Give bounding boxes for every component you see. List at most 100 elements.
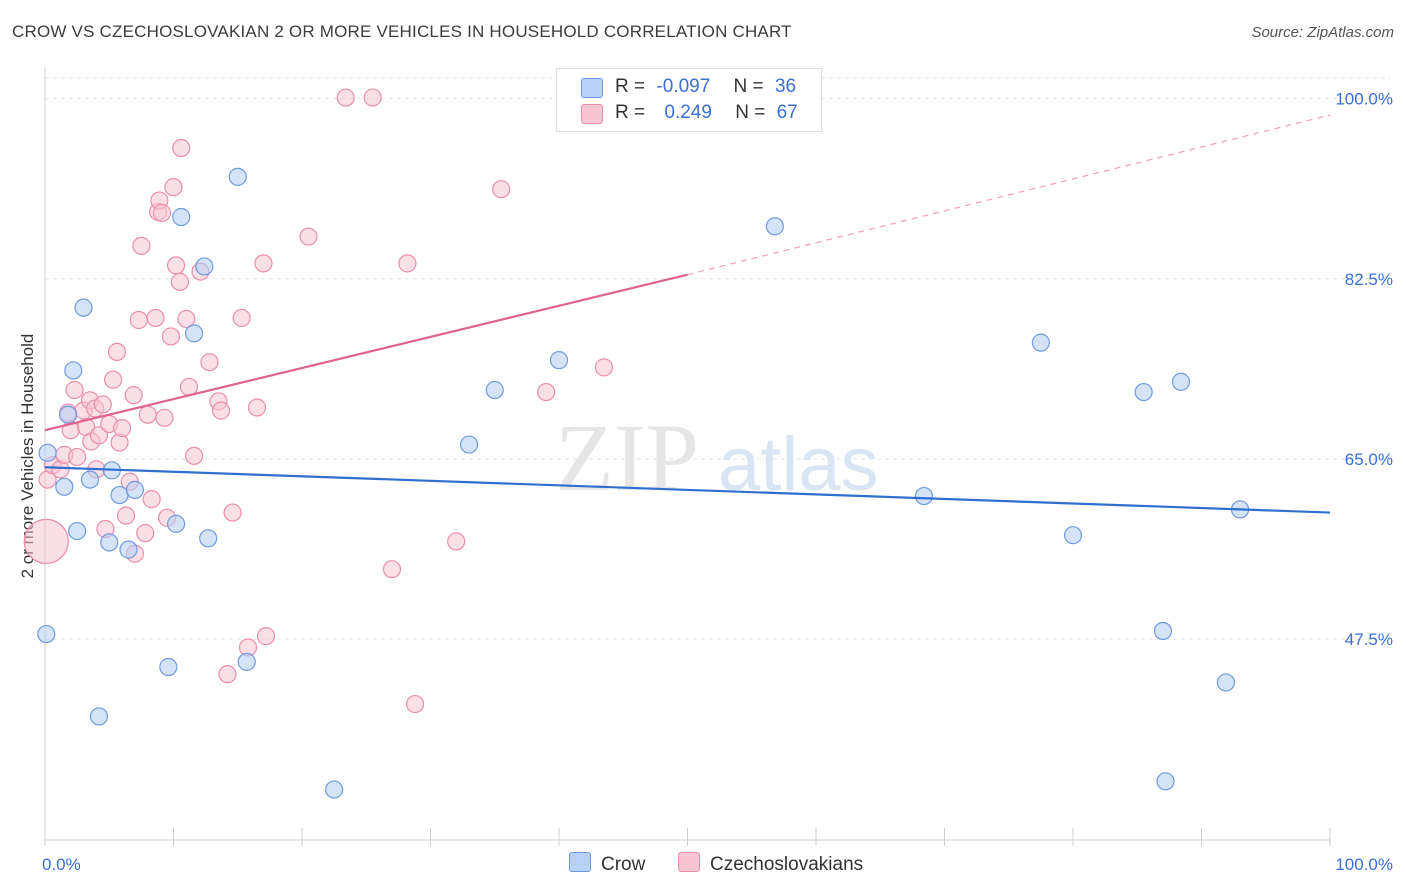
- crow-point: [68, 521, 87, 541]
- czech-point: [138, 405, 157, 424]
- crow-point: [159, 657, 178, 677]
- y-tick-label: 100.0%: [1335, 90, 1393, 109]
- czech-point: [382, 560, 402, 579]
- crow-point: [110, 485, 129, 505]
- czech-point: [492, 180, 511, 199]
- czech-point: [146, 308, 165, 328]
- crow-point: [74, 298, 93, 317]
- czech-point: [594, 358, 614, 377]
- source-label: Source: ZipAtlas.com: [1251, 24, 1394, 41]
- czech-point: [363, 88, 382, 107]
- crow-point: [1031, 333, 1050, 352]
- crow-point: [459, 435, 479, 454]
- czech-trend-extension: [687, 114, 1331, 276]
- czech-point: [223, 503, 242, 522]
- y-tick-label: 65.0%: [1345, 450, 1393, 469]
- crow-point: [228, 167, 247, 186]
- crow-point: [1156, 772, 1175, 791]
- chart-title: CROW VS CZECHOSLOVAKIAN 2 OR MORE VEHICL…: [12, 22, 792, 41]
- crow-point: [172, 207, 191, 227]
- y-tick-label: 47.5%: [1345, 630, 1393, 649]
- czech-point: [116, 506, 136, 525]
- legend-n-value: 67: [776, 102, 798, 123]
- czech-swatch: [581, 104, 603, 124]
- czech-point: [132, 236, 151, 255]
- crow-point: [1216, 673, 1236, 692]
- crow-point: [89, 707, 109, 726]
- czech-point: [93, 395, 112, 414]
- czech-points: [23, 88, 614, 714]
- crow-point: [914, 486, 934, 506]
- czech-point: [184, 446, 204, 466]
- legend-r-value: 0.249: [664, 102, 712, 123]
- czech-point: [124, 386, 143, 405]
- czech-point: [247, 398, 267, 417]
- legend-n-label: N =: [735, 102, 766, 123]
- crow-point: [59, 405, 78, 424]
- czech-point: [447, 532, 466, 551]
- crow-point: [1153, 621, 1173, 641]
- trend-lines: [44, 114, 1331, 514]
- crow-trend-line: [44, 466, 1331, 514]
- czech-point: [142, 490, 161, 509]
- czech-point: [129, 310, 148, 330]
- czech-point: [89, 426, 109, 445]
- crow-point: [325, 780, 344, 799]
- legend-r-label: R =: [615, 102, 646, 123]
- legend-n-value: 36: [774, 76, 797, 97]
- czech-point: [65, 380, 84, 400]
- crow-point: [55, 477, 74, 496]
- czech-point: [398, 254, 417, 273]
- czech-trend-line: [44, 273, 688, 432]
- stats-legend: R = -0.097 N = 36 R = 0.249 N = 67: [556, 68, 822, 132]
- crow-point: [166, 514, 186, 533]
- crow-point: [1063, 526, 1083, 545]
- czech-point: [68, 447, 87, 467]
- crow-point: [485, 380, 504, 400]
- bottom-legend-czech: Czechoslovakians: [678, 852, 863, 876]
- crow-point: [125, 480, 145, 499]
- czech-point: [200, 353, 219, 372]
- y-tick-label: 82.5%: [1345, 270, 1393, 289]
- czech-point: [336, 88, 355, 107]
- crow-point: [1171, 372, 1191, 391]
- czech-legend-swatch: [678, 852, 700, 872]
- crow-point: [549, 351, 569, 370]
- czech-point: [164, 178, 183, 197]
- czech-point: [136, 524, 155, 543]
- czech-point: [152, 203, 172, 222]
- czech-point: [112, 419, 132, 438]
- crow-point: [119, 540, 138, 559]
- tick-labels: 47.5% 65.0% 82.5% 100.0% 0.0% 100.0%: [42, 90, 1393, 874]
- czech-point: [172, 138, 191, 158]
- crow-point: [199, 529, 218, 548]
- czech-point: [256, 627, 276, 646]
- czech-point: [104, 370, 123, 389]
- czech-point: [177, 309, 196, 329]
- crow-points: [37, 167, 1250, 799]
- crow-point: [1134, 382, 1153, 402]
- bottom-legend-crow: Crow: [569, 852, 645, 876]
- czech-point: [170, 272, 190, 291]
- x-tick-label: 100.0%: [1335, 855, 1393, 874]
- crow-point: [765, 217, 784, 236]
- crow-point: [184, 324, 204, 343]
- czech-point: [161, 327, 181, 346]
- crow-point: [37, 624, 56, 644]
- crow-point: [237, 652, 256, 671]
- czech-point: [405, 694, 425, 714]
- crow-point: [195, 257, 214, 276]
- legend-r-value: -0.097: [656, 76, 711, 97]
- czech-point: [299, 227, 318, 246]
- crow-point: [100, 533, 119, 552]
- czech-legend-label: Czechoslovakians: [710, 854, 864, 875]
- legend-n-label: N =: [733, 76, 764, 97]
- czech-point: [254, 254, 273, 273]
- czech-point: [218, 665, 237, 684]
- crow-point: [38, 443, 57, 462]
- czech-point: [107, 342, 127, 362]
- legend-r-label: R =: [615, 76, 646, 97]
- czech-point: [166, 256, 186, 275]
- czech-point: [537, 382, 556, 402]
